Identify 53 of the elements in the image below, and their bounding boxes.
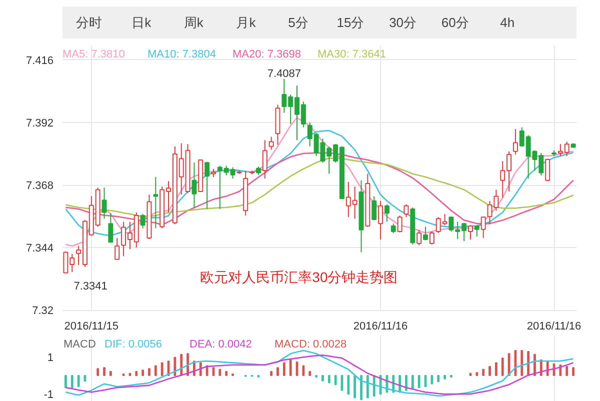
text: MA30: 7.3641: [318, 48, 386, 60]
text: 周k: [184, 15, 204, 30]
series-label: DEA: 0.0042: [190, 338, 252, 350]
text: MA10: 7.3804: [148, 48, 216, 60]
y-tick-label: 1: [47, 352, 54, 364]
candlestick: [204, 161, 210, 210]
text: MA20: 7.3698: [232, 48, 301, 60]
annotation: 7.4087: [267, 68, 301, 80]
candlestick: [378, 200, 384, 240]
x-tick-label: 2016/11/16: [526, 320, 582, 332]
text: MA5: 7.3810: [62, 48, 125, 60]
x-tick-label: 2016/11/15: [64, 320, 119, 332]
annotation: 7.3341: [74, 280, 108, 292]
candlestick: [480, 216, 486, 238]
text: 日k: [132, 15, 152, 30]
y-tick-label: 7.368: [26, 180, 54, 192]
text: 分时: [76, 15, 102, 30]
text: 月k: [236, 15, 256, 30]
text: 4h: [500, 15, 515, 30]
text: 60分: [441, 15, 469, 30]
candlestick: [397, 215, 402, 233]
y-tick-label: 7.344: [26, 242, 54, 255]
candlestick: [474, 224, 480, 237]
text: 15分: [336, 15, 364, 30]
candlestick: [468, 224, 473, 240]
y-tick-label: 7.392: [26, 117, 54, 130]
chart-title: MACD: [64, 338, 96, 350]
candlestick: [423, 226, 428, 241]
y-tick-label: -1: [44, 389, 54, 401]
text: 欧元对人民币汇率30分钟走势图: [200, 268, 398, 285]
candlestick: [545, 158, 550, 182]
series-label: MACD: 0.0028: [274, 338, 347, 350]
text: 30分: [389, 15, 417, 30]
candlestick: [114, 237, 120, 260]
candlestick: [153, 176, 158, 229]
candlestick: [108, 212, 114, 244]
text: 5分: [288, 15, 308, 30]
candlestick: [262, 140, 268, 179]
candlestick: [140, 213, 146, 229]
candlestick: [416, 229, 422, 246]
candlestick: [102, 187, 107, 220]
candlestick: [512, 128, 518, 156]
y-tick-label: 7.416: [26, 54, 54, 67]
candlestick: [390, 223, 396, 234]
y-tick-label: 7.32: [32, 305, 54, 318]
candlestick: [384, 204, 390, 222]
candlestick: [268, 136, 274, 150]
candlestick: [404, 204, 409, 218]
x-tick-label: 2016/11/16: [353, 320, 408, 332]
text: DIF: 0.0056: [104, 338, 162, 350]
candlestick: [429, 230, 434, 245]
candlestick: [192, 162, 197, 209]
candlestick: [372, 196, 377, 221]
